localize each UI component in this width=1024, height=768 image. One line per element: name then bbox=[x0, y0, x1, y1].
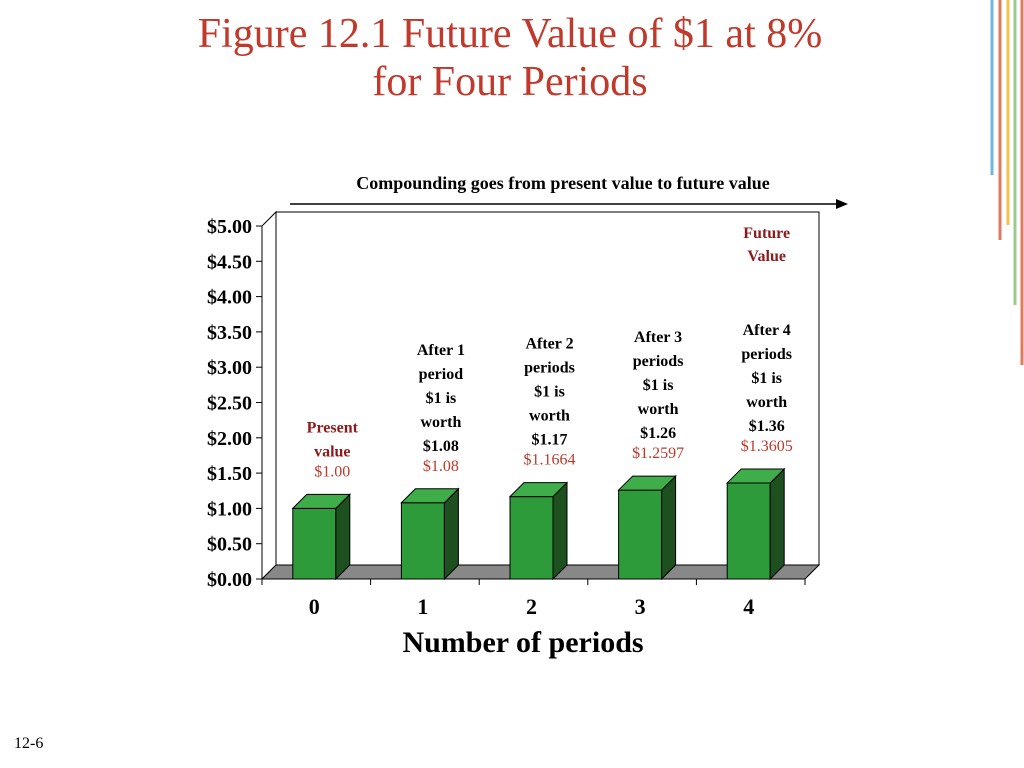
annotation-4: After 4 periods $1 is worth $1.36 bbox=[741, 322, 792, 435]
annotation-line: periods bbox=[524, 360, 575, 377]
plot-left-wall bbox=[261, 210, 277, 581]
annotation-3: After 3 periods $1 is worth $1.26 bbox=[633, 329, 684, 442]
y-tick-label: $5.00 bbox=[207, 216, 252, 238]
y-tick-label: $0.50 bbox=[207, 534, 252, 556]
future-value-line: Value bbox=[747, 248, 786, 265]
annotation-line: worth bbox=[420, 414, 461, 431]
annotation-line: After 4 bbox=[743, 322, 791, 339]
annotation-line: periods bbox=[633, 353, 684, 370]
value-label: $1.08 bbox=[423, 458, 459, 475]
annotation-line: $1 is bbox=[534, 384, 565, 401]
bar-front bbox=[509, 496, 554, 580]
y-tick-label: $3.00 bbox=[207, 357, 252, 379]
y-axis: $0.00 $0.50 $1.00 $1.50 $2.00 $2.50 $3.00 $3.50… bbox=[207, 216, 262, 591]
bar-front bbox=[400, 502, 445, 580]
annotation-line: worth bbox=[638, 401, 679, 418]
slide-number: 12-6 bbox=[14, 735, 44, 752]
annotation-line: Present bbox=[307, 419, 359, 436]
bar-top bbox=[617, 475, 677, 491]
annotation-line: worth bbox=[746, 394, 787, 411]
y-tick-label: $4.50 bbox=[207, 251, 252, 273]
bar-top bbox=[400, 488, 460, 504]
bar-front bbox=[292, 507, 337, 580]
annotation-line: After 2 bbox=[525, 336, 573, 353]
annotation-0: Present value bbox=[307, 419, 359, 460]
value-label: $1.2597 bbox=[632, 445, 684, 462]
future-value-line: Future bbox=[743, 225, 790, 242]
bars bbox=[291, 467, 786, 581]
bar-side bbox=[443, 487, 459, 581]
x-tick-label: 4 bbox=[743, 594, 754, 619]
annotation-1: After 1 period $1 is worth $1.08 bbox=[417, 342, 465, 455]
bar-side bbox=[552, 481, 568, 581]
bar-side bbox=[769, 467, 785, 581]
bar-side bbox=[335, 493, 351, 581]
bar-2 bbox=[508, 481, 569, 581]
annotation-line: $1 is bbox=[643, 377, 674, 394]
slide-title: Figure 12.1 Future Value of $1 at 8% for… bbox=[100, 10, 920, 106]
annotation-line: periods bbox=[741, 346, 792, 363]
y-tick-label: $1.00 bbox=[207, 498, 252, 520]
bar-side bbox=[661, 474, 677, 581]
x-tick-label: 3 bbox=[635, 594, 646, 619]
x-tick-label: 0 bbox=[309, 594, 320, 619]
value-label: $1.1664 bbox=[524, 452, 576, 469]
annotation-line: $1.17 bbox=[532, 432, 568, 449]
annotation-line: value bbox=[314, 443, 350, 460]
annotation-line: $1 is bbox=[751, 370, 782, 387]
bar-top bbox=[291, 493, 352, 509]
bar-1 bbox=[400, 487, 460, 581]
bar-front bbox=[726, 482, 771, 580]
annotations: Present value After 1 period $1 is worth $1.08… bbox=[307, 225, 792, 460]
future-value-label: Future Value bbox=[743, 225, 790, 265]
annotation-line: worth bbox=[529, 408, 570, 425]
slide-title-line-1: Figure 12.1 Future Value of $1 at 8% bbox=[197, 11, 823, 57]
bar-top bbox=[725, 468, 786, 484]
y-tick-label: $3.50 bbox=[207, 322, 252, 344]
annotation-line: $1 is bbox=[426, 390, 457, 407]
x-tick-label: 2 bbox=[526, 594, 537, 619]
annotation-2: After 2 periods $1 is worth $1.17 bbox=[524, 336, 575, 449]
bar-top bbox=[508, 482, 569, 498]
annotation-line: $1.26 bbox=[640, 425, 676, 442]
subtitle-arrow bbox=[290, 199, 848, 209]
chart-subtitle: Compounding goes from present value to f… bbox=[356, 173, 770, 193]
annotation-line: $1.08 bbox=[423, 438, 459, 455]
annotation-line: period bbox=[419, 366, 464, 383]
y-tick-label: $2.50 bbox=[207, 393, 252, 415]
y-tick-label: $0.00 bbox=[207, 569, 252, 591]
value-labels: $1.00 $1.08 $1.1664 $1.2597 $1.3605 bbox=[314, 438, 792, 480]
annotation-line: $1.36 bbox=[749, 418, 785, 435]
annotation-line: After 3 bbox=[634, 329, 682, 346]
slide-title-line-2: for Four Periods bbox=[372, 59, 648, 105]
decorative-stripes bbox=[990, 0, 1024, 365]
value-label: $1.00 bbox=[314, 463, 350, 480]
y-tick-label: $4.00 bbox=[207, 287, 252, 309]
bar-3 bbox=[617, 474, 677, 581]
value-label: $1.3605 bbox=[741, 438, 793, 455]
annotation-line: After 1 bbox=[417, 342, 465, 359]
x-axis: 0 1 2 3 4 bbox=[261, 579, 806, 619]
bar-front bbox=[618, 489, 663, 580]
x-tick-label: 1 bbox=[417, 594, 428, 619]
bar-0 bbox=[291, 493, 352, 581]
bar-4 bbox=[725, 467, 786, 581]
y-tick-label: $1.50 bbox=[207, 463, 252, 485]
y-tick-label: $2.00 bbox=[207, 428, 252, 450]
x-axis-label: Number of periods bbox=[402, 626, 643, 659]
